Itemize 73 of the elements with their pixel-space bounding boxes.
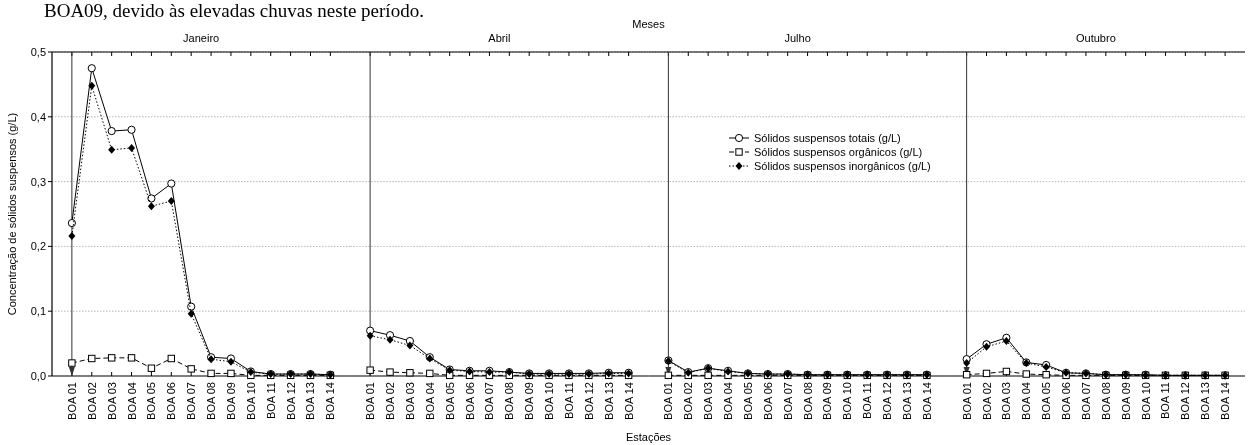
chart-title: Abril — [488, 32, 511, 44]
x-tick-label: BOA 08 — [205, 382, 218, 420]
x-tick-label: BOA 02 — [980, 382, 993, 420]
x-tick-label: BOA 10 — [244, 382, 257, 420]
x-tick-label: BOA 08 — [1099, 382, 1112, 420]
x-tick-label: BOA 10 — [1139, 382, 1152, 420]
y-tick-label: 0,2 — [30, 240, 46, 253]
x-tick-label: BOA 07 — [483, 382, 496, 420]
x-tick-label: BOA 01 — [364, 382, 377, 420]
x-tick-label: BOA 11 — [264, 382, 277, 420]
y-tick-label: 0,3 — [30, 175, 46, 188]
x-tick-label: BOA 14 — [622, 382, 635, 420]
x-tick-label: BOA 05 — [1040, 382, 1053, 420]
x-tick-label: BOA 12 — [284, 382, 297, 420]
y-axis-title: Concentração de sólidos suspensos (g/L) — [6, 112, 18, 316]
x-tick-label: BOA 08 — [801, 382, 814, 420]
x-tick-label: BOA 07 — [781, 382, 794, 420]
x-tick-label: BOA 10 — [841, 382, 854, 420]
x-tick-label: BOA 13 — [1199, 382, 1212, 420]
x-tick-label: BOA 01 — [65, 382, 78, 420]
chart-title: Outubro — [1076, 32, 1116, 44]
y-tick-label: 0,1 — [30, 305, 46, 318]
y-tick-label: 0,5 — [30, 46, 46, 58]
x-tick-label: BOA 04 — [1020, 382, 1033, 420]
x-tick-label: BOA 12 — [1179, 382, 1192, 420]
x-tick-label: BOA 05 — [741, 382, 754, 420]
x-tick-label: BOA 08 — [503, 382, 516, 420]
chart-title: Julho — [784, 32, 811, 44]
x-tick-label: BOA 14 — [324, 382, 337, 420]
x-tick-label: BOA 06 — [463, 382, 476, 420]
x-tick-label: BOA 04 — [125, 382, 138, 420]
x-tick-label: BOA 13 — [900, 382, 913, 420]
x-tick-label: BOA 03 — [105, 382, 118, 420]
text: BOA09, devido às elevadas chuvas neste período. — [44, 0, 424, 21]
x-axis-title: Estações — [625, 431, 672, 443]
x-tick-label: BOA 03 — [1000, 382, 1013, 420]
x-tick-label: BOA 13 — [602, 382, 615, 420]
chart-title: Janeiro — [183, 32, 220, 44]
x-tick-label: BOA 09 — [1119, 382, 1132, 420]
x-tick-label: BOA 02 — [384, 382, 397, 420]
text: Meses — [632, 18, 666, 30]
x-tick-label: BOA 03 — [403, 382, 416, 420]
x-tick-label: BOA 02 — [85, 382, 98, 420]
x-tick-label: BOA 11 — [1159, 382, 1172, 420]
x-tick-label: BOA 07 — [185, 382, 198, 420]
x-tick-label: BOA 01 — [662, 382, 675, 420]
x-tick-label: BOA 14 — [920, 382, 933, 420]
legend-label: Sólidos suspensos totais (g/L) — [754, 132, 901, 144]
y-tick-label: 0,4 — [30, 110, 46, 123]
x-tick-label: BOA 04 — [722, 382, 735, 420]
x-tick-label: BOA 09 — [821, 382, 834, 420]
x-tick-label: BOA 12 — [881, 382, 894, 420]
x-tick-label: BOA 06 — [1060, 382, 1073, 420]
x-tick-label: BOA 09 — [224, 382, 237, 420]
x-tick-label: BOA 14 — [1219, 382, 1232, 420]
x-tick-label: BOA 11 — [562, 382, 575, 420]
x-tick-label: BOA 06 — [761, 382, 774, 420]
x-tick-label: BOA 06 — [165, 382, 178, 420]
x-tick-label: BOA 11 — [861, 382, 874, 420]
legend-label: Sólidos suspensos orgânicos (g/L) — [754, 146, 923, 158]
legend-label: Sólidos suspensos inorgânicos (g/L) — [754, 160, 931, 172]
x-tick-label: BOA 05 — [145, 382, 158, 420]
x-tick-label: BOA 13 — [304, 382, 317, 420]
x-tick-label: BOA 05 — [443, 382, 456, 420]
x-tick-label: BOA 04 — [423, 382, 436, 420]
x-tick-label: BOA 09 — [523, 382, 536, 420]
x-tick-label: BOA 07 — [1079, 382, 1092, 420]
x-tick-label: BOA 01 — [960, 382, 973, 420]
y-tick-label: 0,0 — [30, 370, 46, 382]
x-tick-label: BOA 03 — [702, 382, 715, 420]
x-tick-label: BOA 12 — [582, 382, 595, 420]
x-tick-label: BOA 10 — [543, 382, 556, 420]
x-tick-label: BOA 02 — [682, 382, 695, 420]
